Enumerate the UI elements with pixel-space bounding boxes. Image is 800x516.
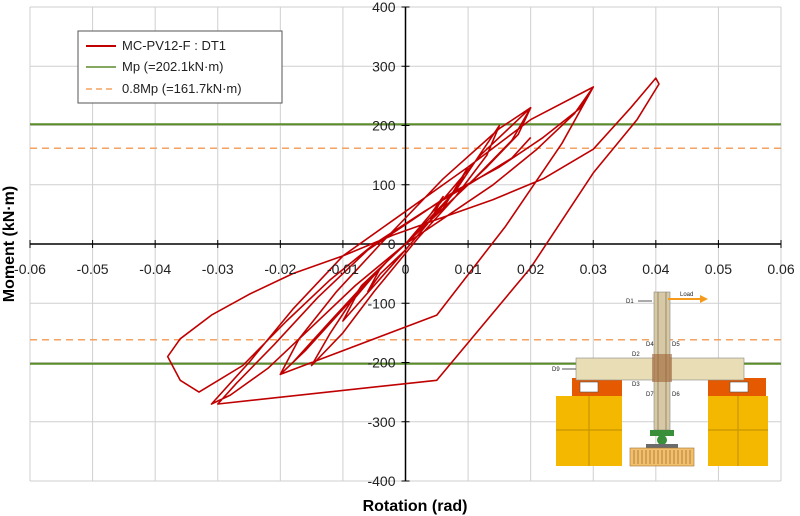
x-tick-label-6: 0 [402,261,410,277]
y-tick-label-8: 400 [372,0,396,15]
y-tick-label-6: 200 [372,118,396,134]
label-d3: D3 [632,382,640,388]
x-tick-labels: -0.06 -0.05 -0.04 -0.03 -0.02 -0.01 0 0.01 0.02 0… [14,261,795,277]
support-left-cap [579,381,599,393]
label-d7: D7 [646,392,654,398]
base-stand [646,444,678,448]
x-tick-label-8: 0.02 [517,261,544,277]
y-tick-label-2: -200 [367,355,395,371]
legend-label-08mp: 0.8Mp (=161.7kN·m) [122,81,242,96]
test-setup-diagram: D1 Load D4 D5 D2 D9 D3 D7 D6 [552,291,768,467]
x-tick-label-3: -0.03 [202,261,234,277]
label-d4: D4 [646,342,654,348]
label-d9: D9 [552,367,560,373]
x-tick-label-10: 0.04 [642,261,669,277]
label-d6: D6 [672,392,680,398]
legend: MC-PV12-F : DT1 Mp (=202.1kN·m) 0.8Mp (=… [77,30,283,104]
x-tick-label-7: 0.01 [454,261,481,277]
foundation-hatch [633,450,691,464]
x-axis-title: Rotation (rad) [363,498,468,515]
y-tick-label-7: 300 [372,58,396,74]
hysteresis-line [166,77,660,405]
label-d2: D2 [632,352,640,358]
panel-zone [652,354,672,382]
y-axis-title: Moment (kN·m) [1,186,18,302]
load-arrow-head [700,295,708,303]
x-tick-label-4: -0.02 [264,261,296,277]
y-tick-label-4: 0 [388,236,396,252]
base-pin [657,435,667,445]
y-tick-label-0: -400 [367,473,395,489]
x-tick-label-2: -0.04 [139,261,171,277]
support-right-cap [729,381,749,393]
legend-label-hysteresis: MC-PV12-F : DT1 [122,38,226,53]
base-plate [650,430,674,436]
hysteresis-curve [166,77,660,405]
y-tick-labels: -400 -300 -200 -100 0 100 200 300 400 [367,0,395,489]
x-tick-label-5: -0.01 [327,261,359,277]
label-d5: D5 [672,342,680,348]
legend-label-mp: Mp (=202.1kN·m) [122,59,224,74]
x-tick-label-11: 0.05 [705,261,732,277]
y-tick-label-5: 100 [372,177,396,193]
x-tick-label-1: -0.05 [77,261,109,277]
x-tick-label-12: 0.06 [767,261,794,277]
y-tick-label-1: -300 [367,414,395,430]
label-d1: D1 [626,299,634,305]
label-load: Load [680,292,693,298]
x-tick-label-9: 0.03 [580,261,607,277]
y-tick-label-3: -100 [367,295,395,311]
x-tick-label-0: -0.06 [14,261,46,277]
